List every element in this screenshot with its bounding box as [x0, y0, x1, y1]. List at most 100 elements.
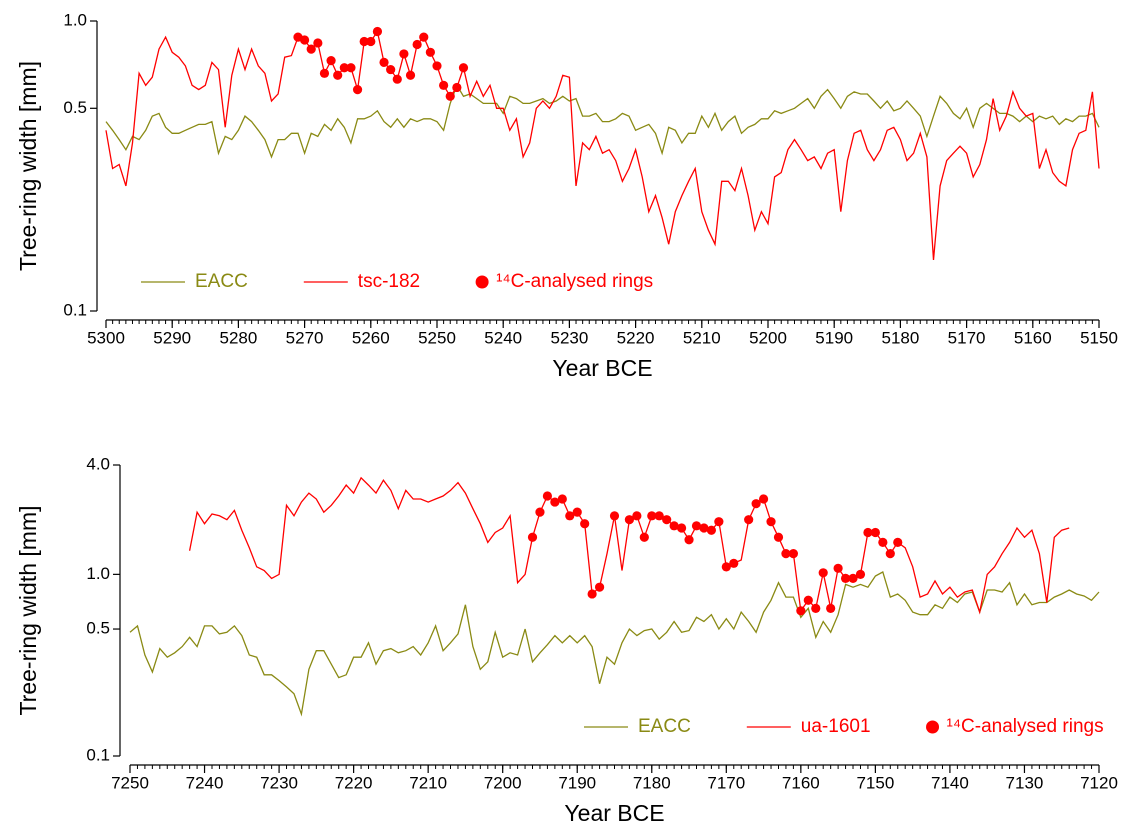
panel: 0.1 0.5 1.0 4.0 7250 7240 7230 7220 7210 7200 7190…	[15, 454, 1118, 825]
x-tick-label: 7130	[1006, 773, 1044, 792]
x-tick-label: 5240	[484, 328, 522, 347]
data-point	[840, 573, 851, 584]
series-line	[129, 571, 1100, 717]
y-tick-label: 0.1	[86, 745, 110, 764]
data-point	[419, 32, 429, 42]
y-tick-label: 0.5	[86, 619, 110, 638]
data-point	[379, 57, 389, 67]
x-tick-label: 7190	[558, 773, 596, 792]
data-point	[587, 589, 597, 599]
data-point	[333, 70, 343, 80]
data-point	[542, 491, 553, 501]
data-point	[744, 515, 754, 525]
data-point	[885, 549, 895, 559]
data-point	[788, 549, 798, 559]
data-point	[425, 47, 435, 57]
data-point	[662, 515, 672, 525]
data-point	[729, 558, 739, 568]
data-point	[632, 511, 642, 521]
data-point	[699, 523, 709, 533]
legend-label: EACC	[638, 716, 691, 737]
y-tick-label: 4.0	[86, 454, 110, 473]
y-tick-label: 1.0	[86, 564, 110, 583]
x-tick-label: 5250	[418, 328, 456, 347]
data-point	[833, 563, 843, 573]
data-point	[684, 535, 694, 545]
data-point	[399, 49, 409, 59]
data-point	[624, 515, 635, 525]
data-point	[721, 562, 731, 572]
y-tick-label: 0.1	[63, 300, 87, 319]
data-point	[796, 606, 806, 616]
data-point	[557, 494, 567, 504]
x-axis-label: Year BCE	[552, 355, 652, 381]
data-point	[848, 573, 858, 584]
data-point	[647, 511, 657, 521]
data-point	[751, 499, 761, 509]
y-tick-label: 0.5	[63, 98, 87, 117]
data-point	[412, 39, 422, 50]
data-point	[572, 507, 582, 517]
x-tick-label: 7150	[856, 773, 894, 792]
series-line	[105, 29, 1100, 260]
data-point	[346, 63, 356, 73]
x-tick-label: 7170	[707, 773, 745, 792]
y-axis-label: Tree-ring width [mm]	[15, 505, 41, 715]
data-point	[452, 82, 462, 93]
x-tick-label: 7180	[633, 773, 671, 792]
legend-marker	[475, 275, 489, 289]
y-tick-label: 1.0	[63, 10, 87, 29]
series-line	[105, 83, 1100, 159]
data-point	[359, 36, 369, 47]
data-point	[773, 532, 784, 542]
data-point	[300, 35, 310, 45]
legend-label: EACC	[195, 271, 248, 292]
data-point	[339, 63, 349, 73]
data-point	[639, 532, 649, 542]
data-point	[313, 38, 323, 48]
x-tick-label: 5190	[815, 328, 853, 347]
x-tick-label: 5200	[749, 328, 787, 347]
x-tick-label: 7120	[1080, 773, 1118, 792]
x-tick-label: 5270	[286, 328, 324, 347]
data-point	[458, 63, 469, 73]
data-point	[366, 36, 376, 47]
x-tick-label: 5280	[219, 328, 257, 347]
x-tick-label: 7200	[484, 773, 522, 792]
x-tick-label: 7160	[782, 773, 820, 792]
data-point	[319, 68, 330, 78]
x-tick-label: 5150	[1080, 328, 1118, 347]
x-tick-label: 5180	[881, 328, 919, 347]
data-point	[392, 74, 402, 84]
data-point	[781, 549, 791, 559]
data-point	[445, 91, 455, 101]
x-tick-label: 5220	[617, 328, 655, 347]
data-point	[676, 523, 687, 533]
x-tick-label: 5300	[87, 328, 125, 347]
data-point	[803, 595, 813, 605]
data-point	[766, 517, 776, 527]
panel: 0.1 0.5 1.0 5300 5290 5280 5270 5260 5250 5240 523…	[15, 10, 1118, 381]
data-point	[691, 521, 702, 531]
legend-label: ¹⁴C-analysed rings	[496, 271, 653, 292]
x-tick-label: 5290	[153, 328, 191, 347]
legend-label: tsc-182	[358, 271, 420, 292]
legend-marker	[926, 720, 940, 734]
x-tick-label: 7220	[335, 773, 373, 792]
data-point	[870, 527, 880, 538]
y-axis-label: Tree-ring width [mm]	[15, 61, 41, 271]
data-point	[439, 80, 449, 90]
data-point	[306, 44, 316, 54]
data-point	[893, 537, 903, 547]
legend-label: ua-1601	[801, 716, 871, 737]
legend-label: ¹⁴C-analysed rings	[947, 716, 1104, 737]
data-point	[818, 568, 828, 578]
x-axis-label: Year BCE	[564, 800, 664, 825]
data-point	[654, 511, 664, 521]
data-point	[594, 582, 605, 592]
data-point	[811, 603, 821, 613]
data-point	[432, 61, 442, 71]
data-point	[550, 497, 560, 507]
data-point	[372, 26, 383, 37]
x-tick-label: 5170	[948, 328, 986, 347]
